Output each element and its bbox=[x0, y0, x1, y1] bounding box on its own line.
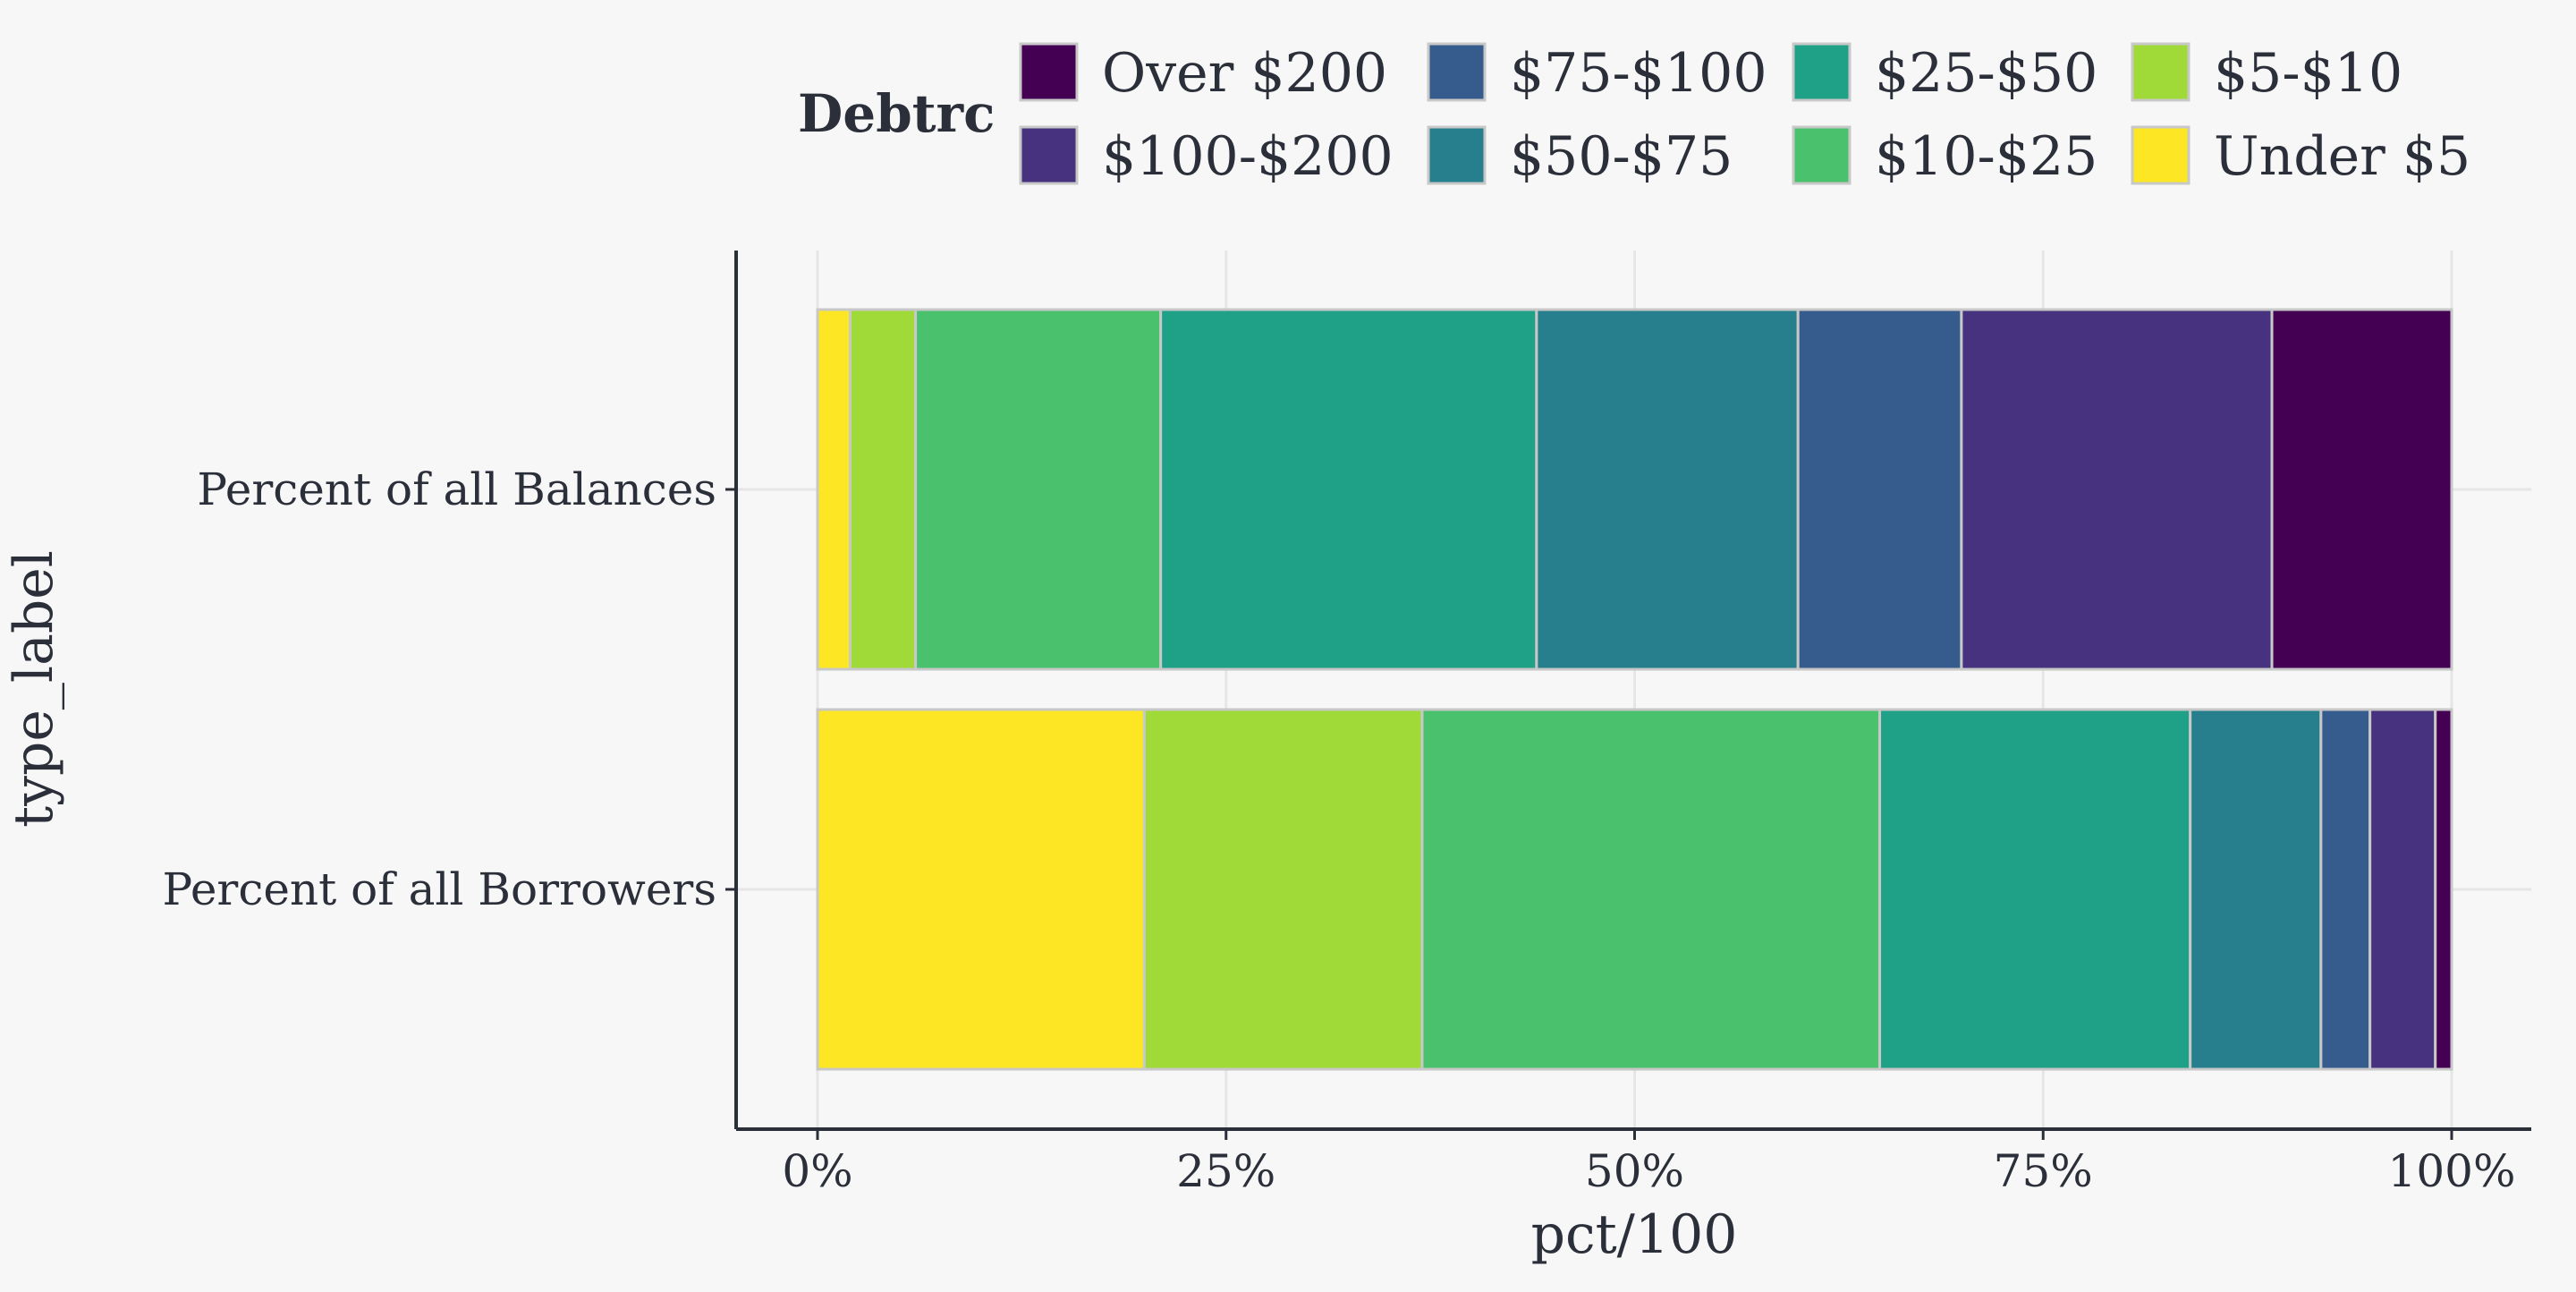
bar-0-over-200 bbox=[2270, 308, 2453, 671]
bar-1--75-100 bbox=[2319, 708, 2372, 1071]
bars-layer bbox=[816, 308, 2453, 1071]
legend: Over $200 $100-$200 $75-$100 $50-$75 $25-$50… bbox=[1019, 42, 2470, 188]
legend-swatch-under-5 bbox=[2131, 125, 2190, 185]
legend-label-over-200: Over $200 bbox=[1102, 42, 1387, 105]
legend-label--10-25: $10-$25 bbox=[1875, 125, 2097, 188]
legend-label--100-200: $100-$200 bbox=[1102, 125, 1394, 188]
bar-1--5-10 bbox=[1142, 708, 1424, 1071]
legend-label--25-50: $25-$50 bbox=[1875, 42, 2097, 105]
bar-0--25-50 bbox=[1159, 308, 1538, 671]
legend-swatch--100-200 bbox=[1019, 125, 1079, 185]
legend-swatch--10-25 bbox=[1792, 125, 1852, 185]
x-tick-label: 50% bbox=[1585, 1145, 1684, 1197]
legend-swatch--50-75 bbox=[1427, 125, 1487, 185]
legend-swatch--75-100 bbox=[1427, 42, 1487, 102]
y-tick-label: Percent of all Balances bbox=[197, 463, 716, 515]
legend-label--50-75: $50-$75 bbox=[1510, 125, 1733, 188]
bar-0--10-25 bbox=[914, 308, 1163, 671]
bar-0--50-75 bbox=[1535, 308, 1800, 671]
x-tick-label: 25% bbox=[1176, 1145, 1275, 1197]
legend-title: Debtrc bbox=[798, 83, 995, 144]
bar-1-under-5 bbox=[816, 708, 1146, 1071]
y-axis-title: type_label bbox=[3, 550, 65, 828]
legend-label--5-10: $5-$10 bbox=[2214, 42, 2402, 105]
legend-swatch--25-50 bbox=[1792, 42, 1852, 102]
legend-swatch--5-10 bbox=[2131, 42, 2190, 102]
axes-layer: 0% 25% 50% 75% 100% Percent of all Balances Pe… bbox=[162, 251, 2531, 1197]
legend-label--75-100: $75-$100 bbox=[1510, 42, 1767, 105]
x-axis-title: pct/100 bbox=[1531, 1203, 1738, 1266]
bar-1--100-200 bbox=[2368, 708, 2437, 1071]
bar-1--10-25 bbox=[1420, 708, 1882, 1071]
bar-0--75-100 bbox=[1796, 308, 1963, 671]
bar-1--25-50 bbox=[1878, 708, 2192, 1071]
y-tick-label: Percent of all Borrowers bbox=[162, 863, 716, 915]
x-tick-label: 0% bbox=[782, 1145, 852, 1197]
x-tick-label: 75% bbox=[1994, 1145, 2093, 1197]
bar-0--100-200 bbox=[1960, 308, 2274, 671]
bar-0-under-5 bbox=[816, 308, 852, 671]
legend-label-under-5: Under $5 bbox=[2214, 125, 2470, 188]
legend-swatch-over-200 bbox=[1019, 42, 1079, 102]
bar-1--50-75 bbox=[2189, 708, 2323, 1071]
bar-1-over-200 bbox=[2434, 708, 2453, 1071]
bar-0--5-10 bbox=[849, 308, 918, 671]
x-tick-label: 100% bbox=[2388, 1145, 2516, 1197]
